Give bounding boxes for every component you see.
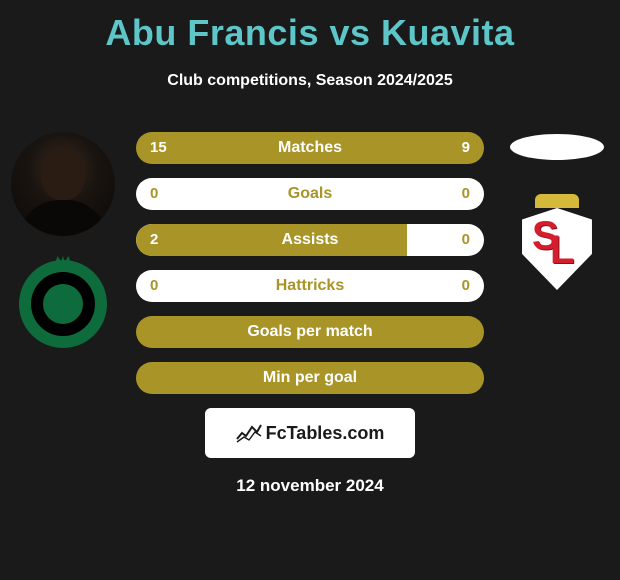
stat-value-right: 0 [462,270,470,302]
player1-club-badge: C [19,260,107,348]
stat-value-left: 0 [150,270,158,302]
comparison-subtitle: Club competitions, Season 2024/2025 [0,72,620,90]
stat-value-right: 0 [462,224,470,256]
brand-text: FcTables.com [266,423,385,444]
stat-row-hattricks: Hattricks0 0 [136,270,484,302]
player1-column: C [8,132,118,348]
content-area: C S L Matches159Goals00Assists20Hattrick… [0,132,620,496]
brand-box: FcTables.com [205,408,415,458]
brand-icon [236,423,262,443]
stat-label: Min per goal [136,362,484,394]
player1-photo [11,132,115,236]
stat-row-assists: Assists2 0 [136,224,484,256]
stat-label: Goals per match [136,316,484,348]
stat-value-left: 2 [150,224,158,256]
stat-row-min-per-goal: Min per goal [136,362,484,394]
stat-label: Matches [136,132,484,164]
stat-row-goals: Goals0 0 [136,178,484,210]
player2-club-badge: S L [507,200,607,286]
stat-value-right: 0 [462,178,470,210]
infographic-date: 12 november 2024 [0,476,620,496]
stat-label: Goals [136,178,484,210]
stat-label: Hattricks [136,270,484,302]
stat-label: Assists [136,224,484,256]
stat-value-left: 0 [150,178,158,210]
stat-row-matches: Matches15 9 [136,132,484,164]
stats-column: Matches159Goals00Assists20Hattricks00Goa… [136,132,484,394]
stat-value-right: 9 [462,132,470,164]
stat-value-left: 15 [150,132,167,164]
comparison-title: Abu Francis vs Kuavita [0,0,620,54]
stat-row-goals-per-match: Goals per match [136,316,484,348]
player2-column: S L [502,132,612,286]
player2-photo-placeholder [510,134,604,160]
